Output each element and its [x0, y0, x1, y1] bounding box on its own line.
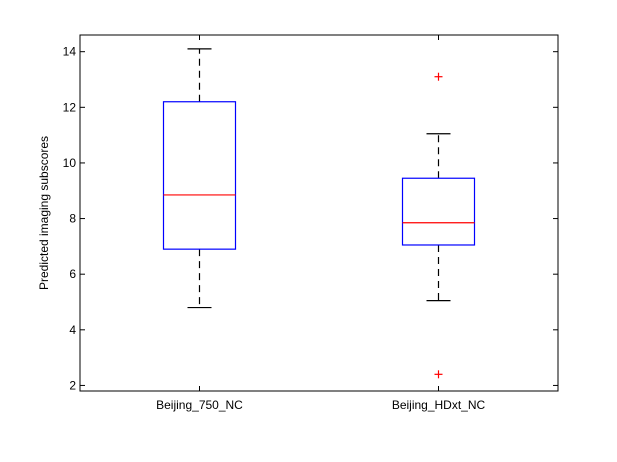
y-axis-label: Predicted imaging subscores — [37, 136, 51, 290]
outlier-point — [434, 370, 443, 379]
y-axis: 2 4 6 8 10 12 14 — [63, 45, 558, 392]
y-tick-label: 12 — [63, 100, 77, 114]
box-series — [162, 48, 476, 379]
box-group — [401, 72, 476, 379]
iqr-box — [401, 177, 476, 246]
y-tick-label: 8 — [69, 212, 76, 226]
plot-area-frame — [79, 34, 559, 392]
iqr-box — [162, 101, 237, 250]
y-tick-label: 2 — [69, 378, 76, 392]
x-tick-label: Beijing_750_NC — [156, 398, 243, 412]
box-group — [162, 48, 237, 309]
x-tick-label: Beijing_HDxt_NC — [392, 398, 486, 412]
outlier-point — [434, 72, 443, 81]
y-tick-label: 6 — [69, 267, 76, 281]
y-tick-label: 14 — [63, 45, 77, 59]
y-tick-label: 10 — [63, 156, 77, 170]
y-tick-label: 4 — [69, 323, 76, 337]
x-axis: Beijing_750_NC Beijing_HDxt_NC — [156, 35, 486, 412]
